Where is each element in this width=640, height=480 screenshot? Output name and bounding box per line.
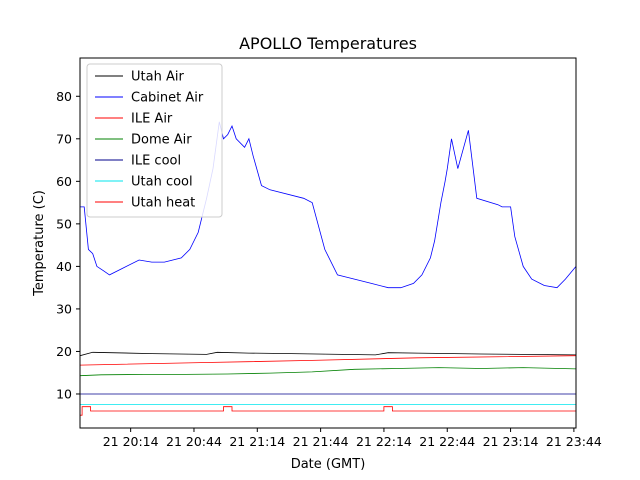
- y-tick-label: 10: [56, 386, 72, 401]
- x-tick-label: 21 22:44: [419, 434, 475, 449]
- x-tick-label: 21 21:44: [293, 434, 349, 449]
- series-line-ile-air: [80, 355, 576, 366]
- y-tick-label: 40: [56, 259, 72, 274]
- x-tick-label: 21 20:44: [166, 434, 222, 449]
- legend-label-ile-air: ILE Air: [131, 112, 173, 127]
- ticks-layer: 10 20 30 40 50 60 70 80 21 20:14 21 20:44 21 21:14…: [56, 89, 602, 449]
- legend-label-cabinet-air: Cabinet Air: [131, 91, 204, 106]
- legend: Utah Air Cabinet Air ILE Air Dome Air ILE co…: [86, 63, 223, 218]
- plot-frame: [79, 57, 577, 429]
- legend-label-utah-heat: Utah heat: [131, 196, 195, 211]
- series-line-utah-heat: [80, 406, 576, 416]
- legend-label-utah-cool: Utah cool: [131, 175, 193, 190]
- x-tick-label: 21 21:14: [229, 434, 285, 449]
- x-axis-label: Date (GMT): [291, 457, 366, 472]
- series-line-dome-air: [80, 367, 576, 377]
- legend-label-utah-air: Utah Air: [131, 70, 184, 85]
- chart-title: APOLLO Temperatures: [239, 34, 417, 53]
- y-tick-label: 20: [56, 344, 72, 359]
- x-tick-label: 21 23:14: [483, 434, 539, 449]
- y-tick-label: 50: [56, 216, 72, 231]
- series-line-utah-air: [80, 351, 576, 357]
- y-tick-label: 30: [56, 301, 72, 316]
- legend-label-ile-cool: ILE cool: [131, 154, 181, 169]
- y-tick-label: 70: [56, 131, 72, 146]
- y-tick-label: 80: [56, 89, 72, 104]
- legend-label-dome-air: Dome Air: [131, 133, 192, 148]
- series-line-cabinet-air: [80, 121, 576, 289]
- y-tick-label: 60: [56, 174, 72, 189]
- x-tick-label: 21 22:14: [356, 434, 412, 449]
- legend-box: [86, 63, 223, 218]
- x-tick-label: 21 20:14: [103, 434, 159, 449]
- series-layer: [80, 121, 576, 416]
- x-tick-label: 21 23:44: [546, 434, 602, 449]
- y-axis-label: Temperature (C): [32, 190, 47, 297]
